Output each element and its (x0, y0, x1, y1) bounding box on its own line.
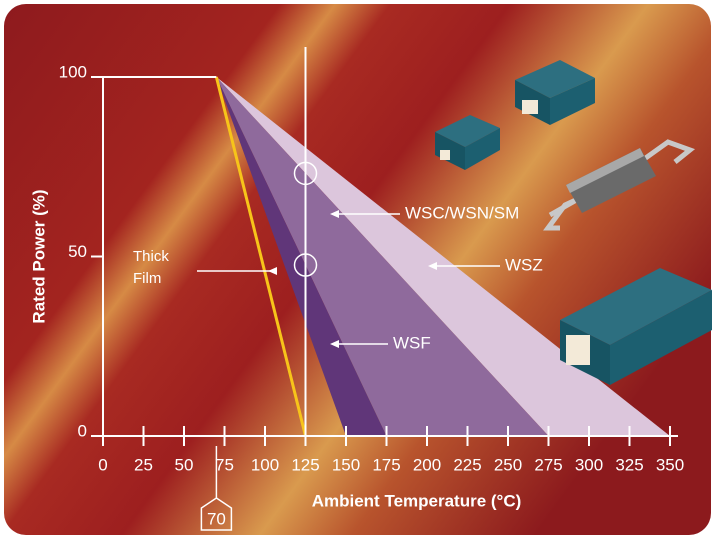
x-tick-label: 125 (291, 455, 319, 474)
y-tick-label: 0 (78, 421, 87, 440)
x-tick-label: 275 (534, 455, 562, 474)
callout-label: 70 (207, 509, 226, 528)
chart: 0 50 100 0 25 50 75 100 125 150 175 200 225 250 275 300… (0, 0, 715, 539)
x-tick-label: 25 (134, 455, 153, 474)
series-label: WSF (393, 333, 431, 352)
x-tick-label: 100 (251, 455, 279, 474)
x-tick-label: 0 (98, 455, 107, 474)
x-tick-label: 300 (575, 455, 603, 474)
x-tick-label: 225 (453, 455, 481, 474)
page: 0 50 100 0 25 50 75 100 125 150 175 200 225 250 275 300… (0, 0, 715, 539)
x-tick-label: 75 (215, 455, 234, 474)
x-tick-label: 325 (615, 455, 643, 474)
x-axis-title: Ambient Temperature (°C) (312, 491, 522, 510)
x-tick-label: 250 (494, 455, 522, 474)
series-label: WSZ (505, 255, 543, 274)
x-tick-label: 150 (332, 455, 360, 474)
y-tick-label: 50 (68, 242, 87, 261)
y-axis-title: Rated Power (%) (29, 189, 48, 323)
series-label: Thick Film (133, 246, 183, 290)
y-tick-label: 100 (59, 62, 87, 81)
series-label: WSC/WSN/SM (405, 203, 519, 222)
x-tick-label: 200 (413, 455, 441, 474)
x-tick-label: 175 (372, 455, 400, 474)
x-tick-label: 50 (175, 455, 194, 474)
x-tick-label: 350 (656, 455, 684, 474)
